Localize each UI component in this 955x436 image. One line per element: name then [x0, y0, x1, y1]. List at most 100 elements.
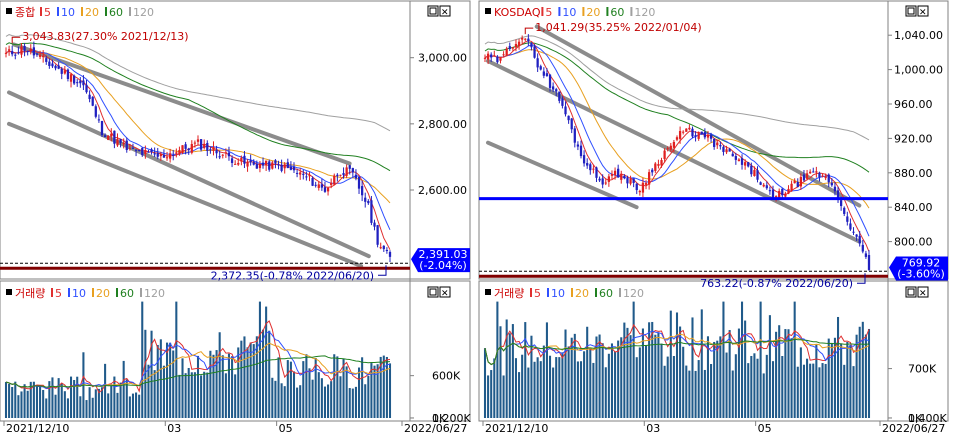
- volume-bar: [91, 397, 94, 418]
- price-axis-label: 920.00: [894, 132, 933, 145]
- volume-bar: [113, 376, 116, 418]
- candle-body: [162, 154, 166, 158]
- volume-bar: [539, 361, 542, 418]
- candle-body: [224, 152, 228, 154]
- candle-body: [709, 134, 713, 139]
- x-axis-label: 03: [167, 422, 181, 435]
- candle-body: [784, 193, 787, 197]
- low-annotation: 2,372.35(-0.78% 2022/06/20): [211, 269, 374, 282]
- candle-body: [490, 54, 493, 58]
- candle-body: [388, 251, 392, 257]
- candle-body: [737, 159, 741, 161]
- volume-bar: [793, 301, 796, 418]
- candle-body: [731, 153, 734, 157]
- volume-bar: [796, 366, 799, 418]
- candle-body: [672, 141, 676, 148]
- ma-legend-swatch-5: [541, 7, 544, 16]
- price-axis-label: 1,000.00: [894, 64, 943, 77]
- volume-bar: [8, 383, 11, 418]
- candle-body: [713, 138, 716, 147]
- candle-body: [32, 47, 36, 56]
- maximize-button[interactable]: [905, 286, 917, 298]
- volume-bar: [249, 342, 252, 418]
- ma-legend-60: 60: [120, 287, 134, 300]
- volume-bar: [514, 358, 518, 418]
- candle-body: [35, 53, 39, 55]
- candle-body: [295, 172, 299, 174]
- volume-bar: [771, 361, 775, 418]
- close-icon[interactable]: ✕: [919, 8, 927, 18]
- volume-bar: [138, 394, 141, 418]
- candle-body: [787, 188, 790, 194]
- volume-bar: [493, 358, 496, 418]
- volume-bar: [734, 354, 737, 418]
- candle-body: [601, 178, 604, 185]
- current-change: (-2.04%): [419, 259, 467, 272]
- candle-body: [249, 160, 252, 163]
- candle-body: [54, 65, 57, 69]
- volume-bar: [351, 388, 354, 418]
- ma-legend-5: 5: [55, 287, 62, 300]
- candle-body: [82, 80, 85, 86]
- volume-bar: [731, 370, 734, 418]
- candle-body: [576, 144, 580, 147]
- volume-bar: [827, 338, 830, 418]
- close-icon[interactable]: ✕: [441, 289, 449, 299]
- ma-legend-10: 10: [72, 287, 86, 300]
- volume-axis-label: 1,200K: [432, 412, 471, 425]
- volume-bar: [370, 363, 373, 418]
- volume-bar: [73, 380, 76, 418]
- current-value: 2,391.03: [419, 248, 468, 261]
- maximize-button[interactable]: [905, 5, 917, 17]
- ma-legend-swatch-20: [92, 288, 94, 297]
- candle-body: [48, 61, 51, 66]
- maximize-button[interactable]: [427, 5, 439, 17]
- close-button[interactable]: [439, 5, 451, 17]
- candle-body: [103, 135, 107, 138]
- volume-bar: [545, 322, 548, 418]
- candle-body: [613, 170, 617, 176]
- ma-legend-swatch-60: [105, 7, 107, 16]
- candle-body: [564, 106, 567, 115]
- maximize-button[interactable]: [427, 286, 439, 298]
- volume-bar: [283, 386, 286, 418]
- candle-body: [153, 153, 156, 155]
- volume-axis-label: 0K: [432, 412, 447, 425]
- candle-body: [20, 46, 23, 55]
- candle-body: [530, 43, 533, 48]
- ma-legend-swatch-120: [140, 288, 142, 297]
- candle-body: [647, 172, 651, 185]
- candle-body: [367, 200, 370, 204]
- candle-body: [858, 235, 861, 244]
- ma-legend-20: 20: [586, 6, 600, 19]
- volume-bar: [641, 328, 644, 418]
- price-axis-label: 1,040.00: [894, 29, 943, 42]
- volume-bar: [521, 354, 524, 418]
- volume-bar: [840, 343, 843, 418]
- close-icon[interactable]: ✕: [441, 8, 449, 18]
- candle-body: [91, 96, 94, 106]
- volume-bar: [255, 336, 258, 418]
- candle-body: [144, 150, 147, 155]
- close-icon[interactable]: ✕: [919, 289, 927, 299]
- volume-bar: [116, 392, 119, 418]
- volume-bar: [496, 301, 499, 418]
- candle-body: [69, 74, 73, 82]
- price-axis-label: 840.00: [894, 201, 933, 214]
- candle-body: [113, 130, 116, 144]
- volume-bar: [812, 363, 815, 418]
- ma-legend-swatch-20: [81, 7, 83, 16]
- candle-body: [517, 41, 521, 46]
- close-button[interactable]: [917, 5, 929, 17]
- close-button[interactable]: [917, 286, 929, 298]
- volume-bar: [799, 347, 802, 418]
- volume-bar: [277, 357, 280, 418]
- candle-body: [675, 137, 679, 140]
- volume-bar: [169, 342, 172, 418]
- candle-body: [150, 149, 153, 153]
- candle-body: [725, 149, 728, 153]
- close-button[interactable]: [439, 286, 451, 298]
- volume-bar: [775, 331, 778, 418]
- candle-body: [697, 132, 700, 139]
- candle-body: [181, 145, 184, 153]
